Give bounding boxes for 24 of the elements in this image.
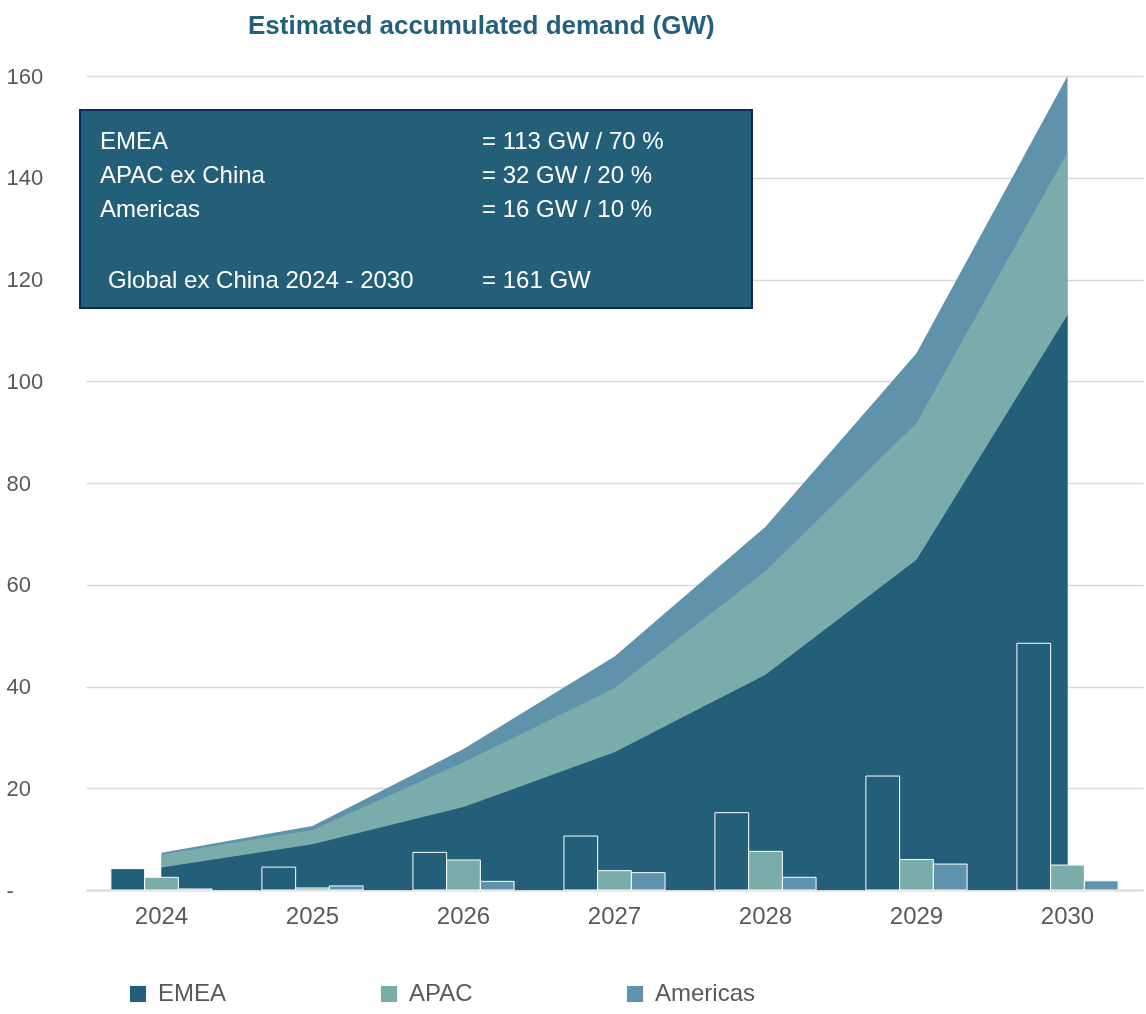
x-tick-label: 2026 bbox=[436, 901, 491, 929]
x-tick-label: 2024 bbox=[134, 901, 189, 929]
x-tick-label: 2029 bbox=[889, 901, 944, 929]
y-tick-label: 40 bbox=[6, 674, 31, 699]
text: Americas = 16 GW / 10 % bbox=[100, 195, 653, 222]
x-tick-label: 2025 bbox=[285, 901, 340, 929]
legend-label: Americas bbox=[655, 979, 756, 1006]
text: APAC ex China = 32 GW / 20 % bbox=[100, 161, 653, 188]
y-tick-label: 160 bbox=[6, 63, 44, 89]
text: Global ex China 2024 - 2030 = 161 GW bbox=[108, 266, 591, 293]
legend-label: EMEA bbox=[158, 979, 227, 1006]
x-tick-label: 2030 bbox=[1040, 901, 1095, 929]
y-tick-label: 140 bbox=[6, 165, 44, 191]
y-tick-label: 100 bbox=[6, 368, 44, 394]
chart-title: Estimated accumulated demand (GW) bbox=[248, 10, 715, 40]
x-tick-label: 2027 bbox=[587, 901, 642, 929]
y-tick-label: - bbox=[6, 877, 14, 903]
legend-label: APAC bbox=[409, 979, 473, 1006]
y-tick-label: 20 bbox=[6, 775, 31, 801]
y-tick-label: 120 bbox=[6, 267, 44, 292]
text: EMEA = 113 GW / 70 % bbox=[100, 127, 664, 154]
x-tick-label: 2028 bbox=[738, 901, 793, 929]
y-tick-label: 80 bbox=[6, 470, 31, 496]
y-tick-label: 60 bbox=[6, 572, 31, 598]
